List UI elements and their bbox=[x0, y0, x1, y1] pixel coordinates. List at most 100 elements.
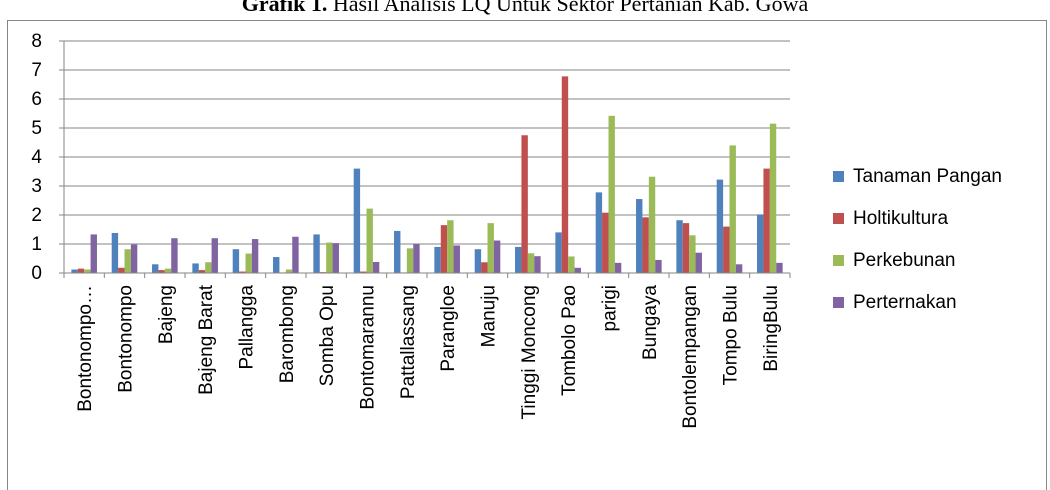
bar-perkebunan bbox=[527, 253, 535, 273]
bar-holtikultura bbox=[763, 168, 770, 273]
bar-tanaman-pangan bbox=[111, 232, 119, 273]
x-tick-label: Manuju bbox=[479, 285, 500, 347]
bar-perternakan bbox=[211, 238, 218, 273]
y-tick-label: 4 bbox=[31, 147, 42, 168]
bar-perkebunan bbox=[326, 242, 333, 273]
bar-holtikultura bbox=[77, 268, 85, 273]
bar-perternakan bbox=[413, 244, 420, 273]
x-tick-label: Bontomarannu bbox=[358, 285, 379, 410]
bar-perternakan bbox=[735, 264, 743, 273]
bar-tanaman-pangan bbox=[757, 214, 764, 273]
bar-perkebunan bbox=[164, 268, 172, 273]
x-tick-label: Tombolo Pao bbox=[559, 285, 580, 396]
x-tick-label: Barombong bbox=[277, 285, 298, 383]
bar-holtikultura bbox=[118, 267, 125, 273]
bar-perkebunan bbox=[285, 269, 293, 273]
bar-tanaman-pangan bbox=[353, 168, 361, 273]
bar-perkebunan bbox=[245, 253, 252, 273]
bar-perternakan bbox=[695, 252, 702, 273]
bar-holtikultura bbox=[682, 223, 690, 273]
legend-label: Tanaman Pangan bbox=[853, 165, 1002, 187]
y-tick-label: 7 bbox=[31, 60, 42, 81]
x-tick-label: Tompo Bulu bbox=[721, 285, 742, 385]
bar-perternakan bbox=[171, 238, 178, 273]
bar-tanaman-pangan bbox=[313, 234, 320, 273]
y-tick-label: 8 bbox=[31, 31, 42, 52]
bar-holtikultura bbox=[239, 271, 246, 273]
bar-perternakan bbox=[251, 239, 259, 273]
x-tick-label: Pallangga bbox=[237, 285, 258, 370]
x-tick-label: Somba Opu bbox=[317, 285, 338, 386]
bar-holtikultura bbox=[602, 212, 609, 273]
bar-tanaman-pangan bbox=[273, 257, 280, 273]
x-tick-label: Tinggi Moncong bbox=[519, 285, 540, 419]
bar-perternakan bbox=[292, 236, 299, 273]
bar-perkebunan bbox=[769, 123, 777, 274]
bar-perternakan bbox=[776, 262, 783, 273]
bar-perternakan bbox=[130, 244, 138, 273]
bar-perkebunan bbox=[487, 223, 494, 273]
bar-perkebunan bbox=[84, 269, 91, 273]
bar-tanaman-pangan bbox=[394, 230, 401, 273]
legend-swatch bbox=[833, 297, 844, 308]
x-tick-label: Bontonompo bbox=[116, 285, 137, 393]
bar-perkebunan bbox=[205, 262, 212, 273]
bar-perkebunan bbox=[447, 220, 454, 273]
legend-swatch bbox=[833, 171, 844, 182]
legend-item: Holtikultura bbox=[833, 207, 1002, 230]
bar-perternakan bbox=[372, 261, 380, 273]
bar-perternakan bbox=[90, 234, 97, 273]
bar-perkebunan bbox=[366, 208, 373, 273]
bar-tanaman-pangan bbox=[232, 249, 240, 273]
bar-tanaman-pangan bbox=[474, 249, 482, 273]
legend-label: Perkebunan bbox=[853, 249, 956, 271]
bar-tanaman-pangan bbox=[595, 192, 603, 273]
bar-tanaman-pangan bbox=[515, 246, 522, 273]
legend-item: Perkebunan bbox=[833, 249, 1002, 272]
bar-perkebunan bbox=[608, 115, 615, 273]
chart-legend: Tanaman Pangan Holtikultura Perkebunan Pert… bbox=[833, 165, 1002, 333]
bar-perternakan bbox=[655, 259, 662, 273]
x-tick-label: Bajeng bbox=[156, 285, 177, 344]
y-tick-label: 1 bbox=[31, 234, 42, 255]
bar-perternakan bbox=[453, 245, 460, 273]
x-tick-label: parigi bbox=[600, 285, 621, 331]
bar-perkebunan bbox=[648, 176, 656, 273]
bar-tanaman-pangan bbox=[676, 220, 683, 273]
chart-title-bold: Grafik 1. bbox=[241, 0, 328, 16]
bar-tanaman-pangan bbox=[434, 246, 441, 273]
bar-perkebunan bbox=[124, 249, 131, 273]
bar-perkebunan bbox=[689, 235, 696, 273]
y-tick-label: 0 bbox=[31, 263, 42, 284]
chart-frame bbox=[7, 20, 1047, 490]
x-tick-label: BiringBulu bbox=[761, 285, 782, 372]
bar-perternakan bbox=[332, 243, 339, 273]
bar-holtikultura bbox=[521, 135, 528, 273]
chart-title: Grafik 1. Hasil Analisis LQ Untuk Sektor… bbox=[0, 0, 1050, 17]
bar-tanaman-pangan bbox=[716, 179, 724, 273]
bar-holtikultura bbox=[642, 217, 649, 273]
bar-tanaman-pangan bbox=[636, 199, 643, 273]
legend-swatch bbox=[833, 255, 844, 266]
bar-perkebunan bbox=[568, 256, 575, 273]
y-tick-label: 6 bbox=[31, 89, 42, 110]
bar-perternakan bbox=[614, 262, 622, 273]
x-tick-label: Pattallassang bbox=[398, 285, 419, 399]
bar-tanaman-pangan bbox=[71, 269, 78, 273]
legend-label: Holtikultura bbox=[853, 207, 949, 229]
bar-perkebunan bbox=[406, 248, 414, 273]
x-tick-label: Bontonompo… bbox=[75, 285, 96, 412]
x-tick-label: Bungaya bbox=[640, 285, 661, 360]
y-tick-label: 5 bbox=[31, 118, 42, 139]
bar-holtikultura bbox=[481, 262, 488, 273]
x-tick-label: Parangloe bbox=[438, 285, 459, 372]
bar-holtikultura bbox=[561, 76, 569, 273]
legend-swatch bbox=[833, 213, 844, 224]
bar-perternakan bbox=[574, 267, 581, 273]
bar-perkebunan bbox=[729, 145, 736, 273]
y-tick-label: 3 bbox=[31, 176, 42, 197]
x-tick-label: Bontolempangan bbox=[680, 285, 701, 429]
bar-perternakan bbox=[534, 256, 541, 273]
bar-holtikultura bbox=[158, 270, 165, 273]
bar-perternakan bbox=[493, 240, 501, 273]
